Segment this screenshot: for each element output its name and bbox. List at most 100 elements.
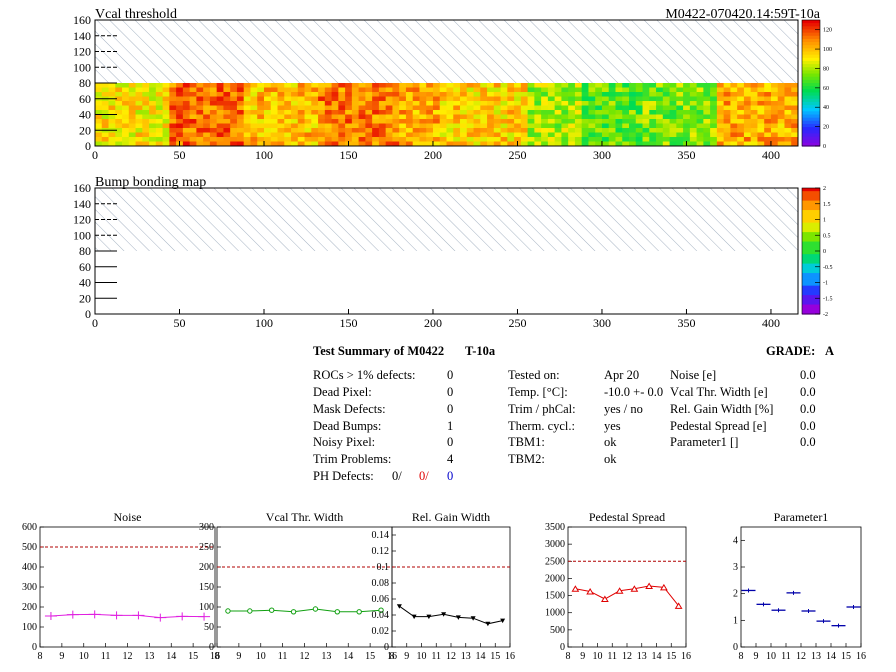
heatmap-cell <box>236 96 245 102</box>
heatmap-cell <box>480 137 488 142</box>
hatched-region <box>95 20 798 83</box>
palette-cell <box>802 260 820 265</box>
color-palette: 21.510.50-0.5-1-1.5-2 <box>801 186 833 318</box>
x-tick-label: 12 <box>796 651 806 662</box>
heatmap-cell <box>791 92 799 97</box>
heatmap-cell <box>318 110 326 115</box>
heatmap-cell <box>399 101 407 106</box>
heatmap-cell <box>507 123 515 129</box>
heatmap-cell <box>466 137 474 142</box>
heatmap-cell <box>432 132 441 138</box>
heatmap-cell <box>331 110 339 115</box>
heatmap-cell <box>236 92 245 97</box>
heatmap-cell <box>703 83 711 88</box>
heatmap-cell <box>480 87 488 93</box>
heatmap-cell <box>629 137 637 142</box>
heatmap-cell <box>412 87 420 93</box>
heatmap-cell <box>601 105 610 111</box>
heatmap-cell <box>263 132 272 138</box>
heatmap-cell <box>554 119 562 124</box>
heatmap-cell <box>669 101 677 106</box>
heatmap-cell <box>757 101 765 106</box>
summary-run: T-10a <box>465 344 496 358</box>
heatmap-cell <box>608 141 616 147</box>
heatmap-cell <box>608 87 616 93</box>
palette-cell <box>802 35 820 40</box>
heatmap-cell <box>189 110 197 115</box>
heatmap-cell <box>135 110 143 115</box>
heatmap-cell <box>223 92 231 97</box>
heatmap-cell <box>101 105 109 111</box>
heatmap-cell <box>203 123 211 129</box>
palette-cell <box>802 307 820 312</box>
heatmap-cell <box>223 110 231 115</box>
heatmap-cell <box>595 96 603 102</box>
heatmap-cell <box>656 141 664 147</box>
heatmap-cell <box>270 101 278 106</box>
heatmap-cell <box>230 137 238 142</box>
heatmap-cell <box>676 123 684 129</box>
ph-value: 0/ <box>392 469 402 483</box>
heatmap-cell <box>155 114 163 120</box>
heatmap-cell <box>595 105 603 111</box>
heatmap-cell <box>527 132 535 138</box>
heatmap-cell <box>324 105 332 111</box>
heatmap-cell <box>189 92 197 97</box>
heatmap-cell <box>189 83 197 88</box>
heatmap-cell <box>324 132 332 138</box>
heatmap-cell <box>669 96 677 102</box>
heatmap-cell <box>351 132 360 138</box>
heatmap-cell <box>588 137 596 142</box>
heatmap-cell <box>710 83 718 88</box>
heatmap-cell <box>196 119 204 124</box>
heatmap-cell <box>128 87 136 93</box>
heatmap-cell <box>358 132 366 138</box>
heatmap-cell <box>338 132 346 138</box>
heatmap-cell <box>291 137 299 142</box>
heatmap-cell <box>135 92 143 97</box>
heatmap-cell <box>399 137 407 142</box>
palette-label: 2 <box>823 186 826 192</box>
heatmap-cell <box>601 119 610 124</box>
heatmap-cell <box>656 110 664 115</box>
heatmap-cell <box>426 128 434 133</box>
heatmap-cell <box>446 87 454 93</box>
x-tick-label: 9 <box>404 651 409 662</box>
heatmap-cell <box>378 110 387 115</box>
palette-label: -1 <box>823 281 828 287</box>
heatmap-cell <box>257 101 265 106</box>
heatmap-cell <box>473 132 481 138</box>
heatmap-cell <box>385 87 393 93</box>
heatmap-cell <box>581 114 589 120</box>
data-point <box>176 612 189 621</box>
heatmap-cell <box>635 101 643 106</box>
heatmap-cell <box>392 114 400 120</box>
heatmap-cell <box>412 92 420 97</box>
palette-cell <box>802 285 820 290</box>
heatmap-cell <box>392 96 400 102</box>
heatmap-cell <box>446 141 454 147</box>
heatmap-cell <box>500 105 508 111</box>
heatmap-cell <box>689 128 698 133</box>
heatmap-cell <box>230 123 238 129</box>
heatmap-cell <box>743 101 752 106</box>
heatmap-cell <box>635 110 643 115</box>
palette-label: 60 <box>823 86 829 92</box>
heatmap-cell <box>460 132 468 138</box>
heatmap-cell <box>601 110 610 115</box>
heatmap-cell <box>487 123 495 129</box>
heatmap-cell <box>318 132 326 138</box>
heatmap-cell <box>182 123 191 129</box>
heatmap-cell <box>399 128 407 133</box>
palette-cell <box>802 83 820 87</box>
heatmap-cell <box>703 87 711 93</box>
heatmap-cell <box>243 123 251 129</box>
heatmap-cell <box>669 123 677 129</box>
x-tick-label: 8 <box>739 651 744 662</box>
heatmap-cell <box>622 119 630 124</box>
heatmap-cell <box>426 105 434 111</box>
heatmap-cell <box>581 128 589 133</box>
heatmap-cell <box>750 105 758 111</box>
heatmap-cell <box>358 128 366 133</box>
